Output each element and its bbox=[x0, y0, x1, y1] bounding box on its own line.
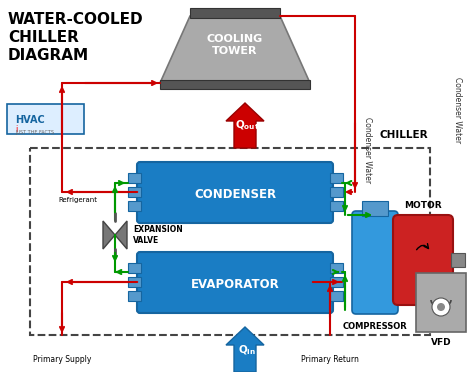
Bar bbox=[160, 80, 310, 89]
Bar bbox=[330, 173, 343, 183]
Bar bbox=[128, 187, 141, 197]
Text: WATER-COOLED
CHILLER
DIAGRAM: WATER-COOLED CHILLER DIAGRAM bbox=[8, 12, 144, 63]
Polygon shape bbox=[103, 221, 115, 249]
Polygon shape bbox=[115, 221, 127, 249]
Text: JUST THE FACTS: JUST THE FACTS bbox=[15, 130, 54, 135]
FancyBboxPatch shape bbox=[393, 215, 453, 305]
Bar bbox=[451, 253, 465, 267]
FancyBboxPatch shape bbox=[137, 162, 333, 223]
Bar bbox=[330, 187, 343, 197]
Text: $\mathbf{Q_{out}}$: $\mathbf{Q_{out}}$ bbox=[235, 118, 259, 132]
Text: VFD: VFD bbox=[431, 338, 451, 347]
FancyBboxPatch shape bbox=[7, 104, 84, 134]
Text: COOLING
TOWER: COOLING TOWER bbox=[207, 34, 263, 56]
Text: Primary Return: Primary Return bbox=[301, 355, 359, 364]
FancyBboxPatch shape bbox=[362, 201, 388, 216]
FancyBboxPatch shape bbox=[137, 252, 333, 313]
Bar bbox=[128, 263, 141, 273]
Text: EXPANSION
VALVE: EXPANSION VALVE bbox=[133, 225, 183, 245]
Circle shape bbox=[437, 303, 445, 311]
Text: EVAPORATOR: EVAPORATOR bbox=[191, 278, 279, 291]
Bar bbox=[190, 8, 280, 18]
Text: CHILLER: CHILLER bbox=[379, 130, 428, 140]
Bar bbox=[128, 277, 141, 287]
Bar bbox=[128, 173, 141, 183]
Text: Condenser Water: Condenser Water bbox=[363, 117, 372, 183]
FancyArrow shape bbox=[226, 103, 264, 148]
Bar bbox=[128, 291, 141, 301]
Bar bbox=[128, 201, 141, 211]
Text: Primary Supply: Primary Supply bbox=[33, 355, 91, 364]
FancyBboxPatch shape bbox=[416, 273, 466, 332]
Bar bbox=[330, 201, 343, 211]
Text: COMPRESSOR: COMPRESSOR bbox=[343, 322, 407, 331]
Text: Condenser Water: Condenser Water bbox=[454, 77, 463, 143]
FancyBboxPatch shape bbox=[352, 211, 398, 314]
Text: Refrigerant: Refrigerant bbox=[58, 197, 97, 203]
Bar bbox=[330, 277, 343, 287]
FancyArrow shape bbox=[226, 327, 264, 372]
Text: CONDENSER: CONDENSER bbox=[194, 188, 276, 201]
Polygon shape bbox=[160, 16, 310, 83]
Bar bbox=[330, 291, 343, 301]
Text: i: i bbox=[15, 125, 18, 134]
Circle shape bbox=[432, 298, 450, 316]
Text: $\mathbf{Q_{in}}$: $\mathbf{Q_{in}}$ bbox=[238, 343, 256, 357]
Text: HVAC: HVAC bbox=[15, 115, 45, 125]
Text: MOTOR: MOTOR bbox=[404, 201, 442, 210]
Bar bbox=[330, 263, 343, 273]
